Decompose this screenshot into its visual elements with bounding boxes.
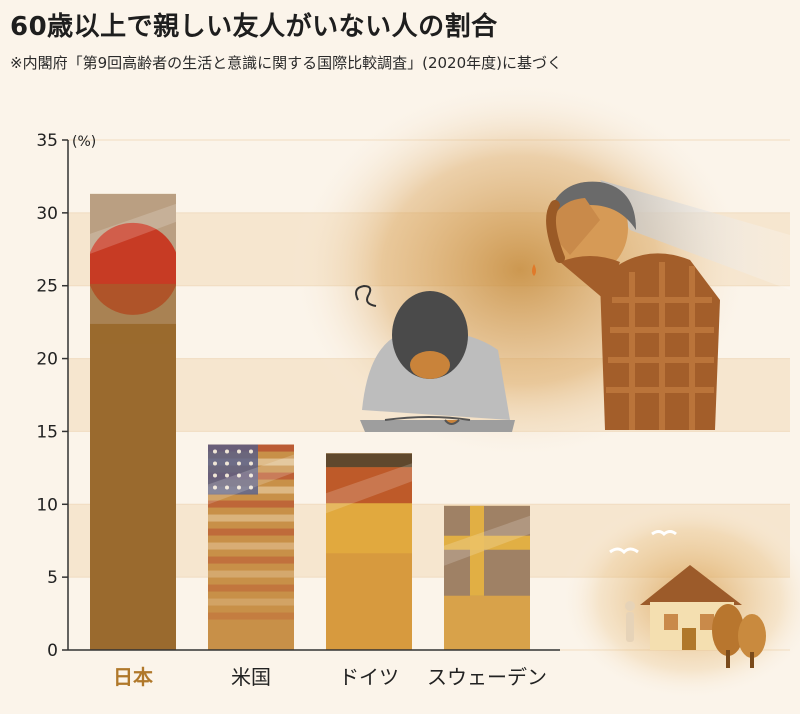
y-axis: 0 5 10 15 20 25 30 35 <box>36 131 560 661</box>
y-tick-label: 0 <box>47 641 58 661</box>
y-tick-label: 30 <box>36 204 58 224</box>
y-tick-label: 15 <box>36 422 58 442</box>
worry-swirl-icon <box>355 284 377 307</box>
chart-subtitle: ※内閣府「第9回高齢者の生活と意識に関する国際比較調査」(2020年度)に基づく <box>10 54 562 72</box>
distressed-man-icon <box>532 181 720 430</box>
y-tick-label: 25 <box>36 277 58 297</box>
sweden-flag-icon <box>444 505 530 596</box>
y-tick-label: 35 <box>36 131 58 151</box>
y-tick-label: 10 <box>36 495 58 515</box>
bar-usa <box>208 444 294 650</box>
x-category-label: 米国 <box>231 665 271 689</box>
bars-group <box>90 193 530 650</box>
bowing-man-icon <box>355 284 515 432</box>
y-axis-unit-label: (%) <box>72 134 96 150</box>
x-category-label: スウェーデン <box>427 665 547 689</box>
trees-icon <box>712 604 766 668</box>
y-tick-label: 5 <box>47 568 58 588</box>
light-beam <box>600 180 790 290</box>
chart-title: 60歳以上で親しい友人がいない人の割合 <box>10 12 498 42</box>
x-category-label: 日本 <box>113 665 153 689</box>
bar-japan <box>90 193 176 650</box>
birds-icon <box>609 530 677 555</box>
background-illustration <box>290 80 800 700</box>
sweat-drop-icon <box>532 264 536 276</box>
bar-germany <box>326 453 412 650</box>
small-person-icon <box>625 601 635 642</box>
x-category-label: ドイツ <box>339 665 399 689</box>
x-axis-labels: 日本 米国 ドイツ スウェーデン <box>113 665 547 689</box>
japan-flag-icon <box>90 193 176 344</box>
germany-flag-icon <box>326 453 412 554</box>
usa-flag-icon <box>208 444 294 620</box>
bar-sweden <box>444 505 530 650</box>
y-tick-label: 20 <box>36 350 58 370</box>
